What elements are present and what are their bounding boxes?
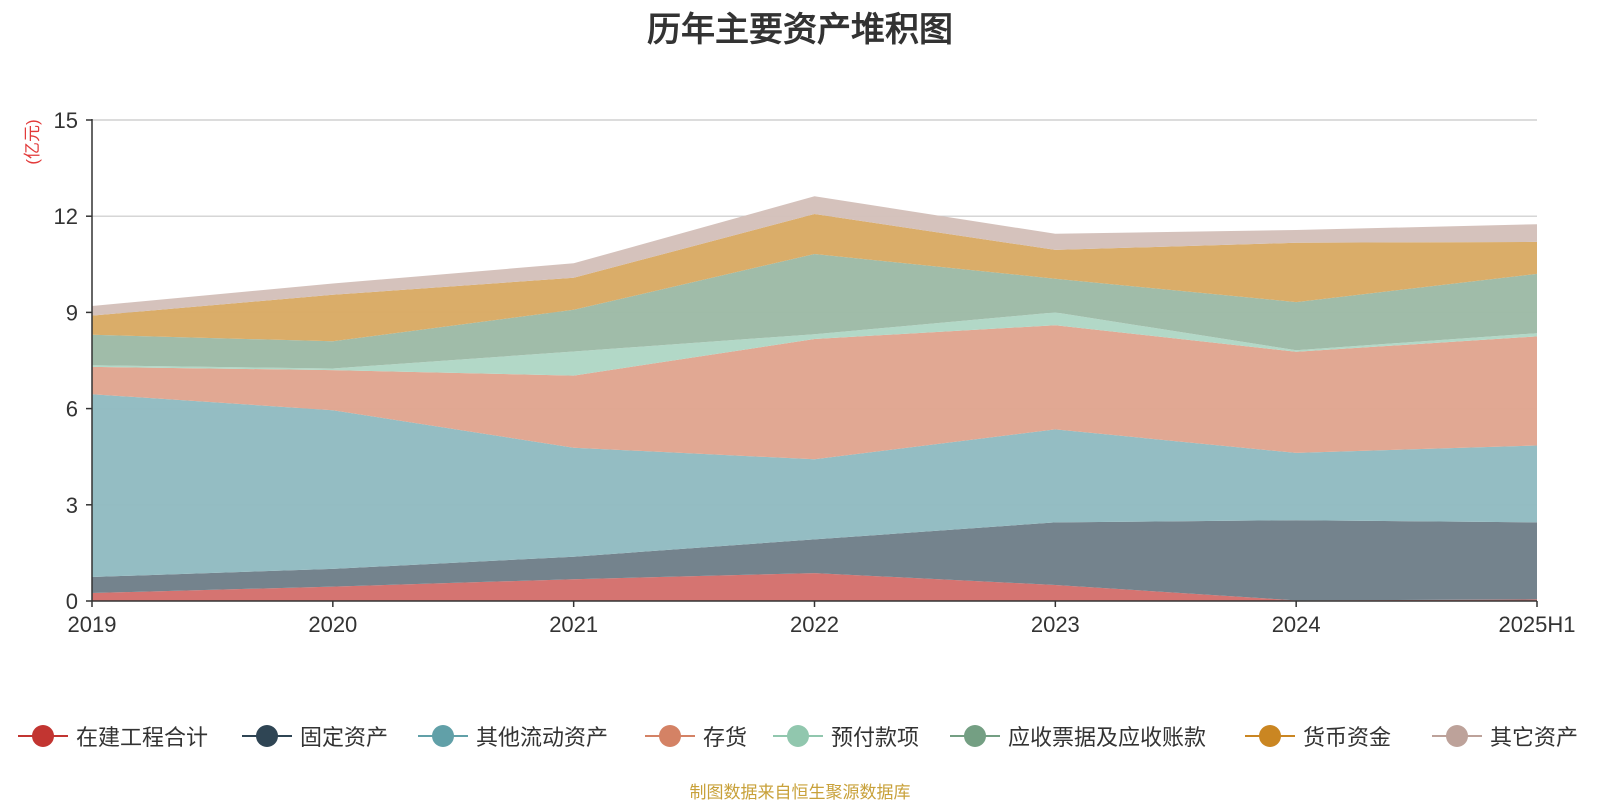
x-tick-label: 2019 [68, 612, 117, 637]
area-series-5[interactable] [92, 254, 1537, 369]
legend-label: 固定资产 [300, 726, 389, 751]
legend-item[interactable]: 固定资产 [242, 718, 388, 754]
data-source-note: 制图数据来自恒生聚源数据库 [689, 783, 911, 803]
x-tick-label: 2020 [308, 612, 357, 637]
area-series-3[interactable] [92, 325, 1537, 460]
axes: 0 3 6 9 12 15 2019 2020 2021 2022 2023 2024 2025H1 [54, 108, 1576, 637]
y-tick-label: 9 [66, 300, 78, 325]
legend-marker-icon [950, 718, 1000, 754]
y-axis-unit-label: (亿元) [23, 119, 42, 164]
y-tick-label: 0 [66, 589, 78, 614]
legend-marker-icon [18, 718, 68, 754]
x-tick-label: 2025H1 [1498, 612, 1575, 637]
legend-item[interactable]: 货币资金 [1245, 718, 1391, 754]
y-tick-label: 6 [66, 397, 78, 422]
legend-marker-icon [773, 718, 823, 754]
area-series-6[interactable] [92, 214, 1537, 342]
legend-item[interactable]: 在建工程合计 [18, 718, 208, 754]
legend-label: 其它资产 [1490, 726, 1579, 751]
area-series [92, 196, 1537, 601]
legend-marker-icon [1245, 718, 1295, 754]
legend-item[interactable]: 其他流动资产 [418, 718, 608, 754]
legend-label: 预付款项 [831, 726, 920, 751]
legend-item[interactable]: 存货 [645, 718, 747, 754]
x-tick-label: 2023 [1031, 612, 1080, 637]
stacked-area-chart: 0 3 6 9 12 15 2019 2020 2021 2022 2023 2024 2025H1 (… [23, 108, 1576, 637]
legend-label: 在建工程合计 [76, 726, 209, 751]
legend-item[interactable]: 应收票据及应收账款 [950, 718, 1206, 754]
legend-label: 应收票据及应收账款 [1008, 726, 1207, 751]
area-series-1[interactable] [92, 520, 1537, 601]
legend-item[interactable]: 预付款项 [773, 718, 919, 754]
legend-marker-icon [242, 718, 292, 754]
x-tick-label: 2024 [1272, 612, 1321, 637]
chart-title: 历年主要资产堆积图 [647, 10, 953, 50]
legend-item[interactable]: 其它资产 [1432, 718, 1578, 754]
legend-marker-icon [1432, 718, 1482, 754]
legend: 在建工程合计 固定资产 其他流动资产 存货 预付款项 应收票据及应收账款 货币资金 其它资产 [0, 718, 1600, 754]
y-tick-label: 3 [66, 493, 78, 518]
area-series-0[interactable] [92, 573, 1537, 601]
area-series-7[interactable] [92, 196, 1537, 316]
legend-label: 其他流动资产 [476, 726, 609, 751]
y-tick-label: 15 [54, 108, 78, 133]
x-tick-label: 2021 [549, 612, 598, 637]
area-series-2[interactable] [92, 394, 1537, 577]
legend-marker-icon [645, 718, 695, 754]
x-tick-label: 2022 [790, 612, 839, 637]
legend-marker-icon [418, 718, 468, 754]
legend-label: 存货 [703, 726, 748, 751]
legend-label: 货币资金 [1303, 726, 1392, 751]
area-series-4[interactable] [92, 312, 1537, 376]
y-tick-label: 12 [54, 204, 78, 229]
